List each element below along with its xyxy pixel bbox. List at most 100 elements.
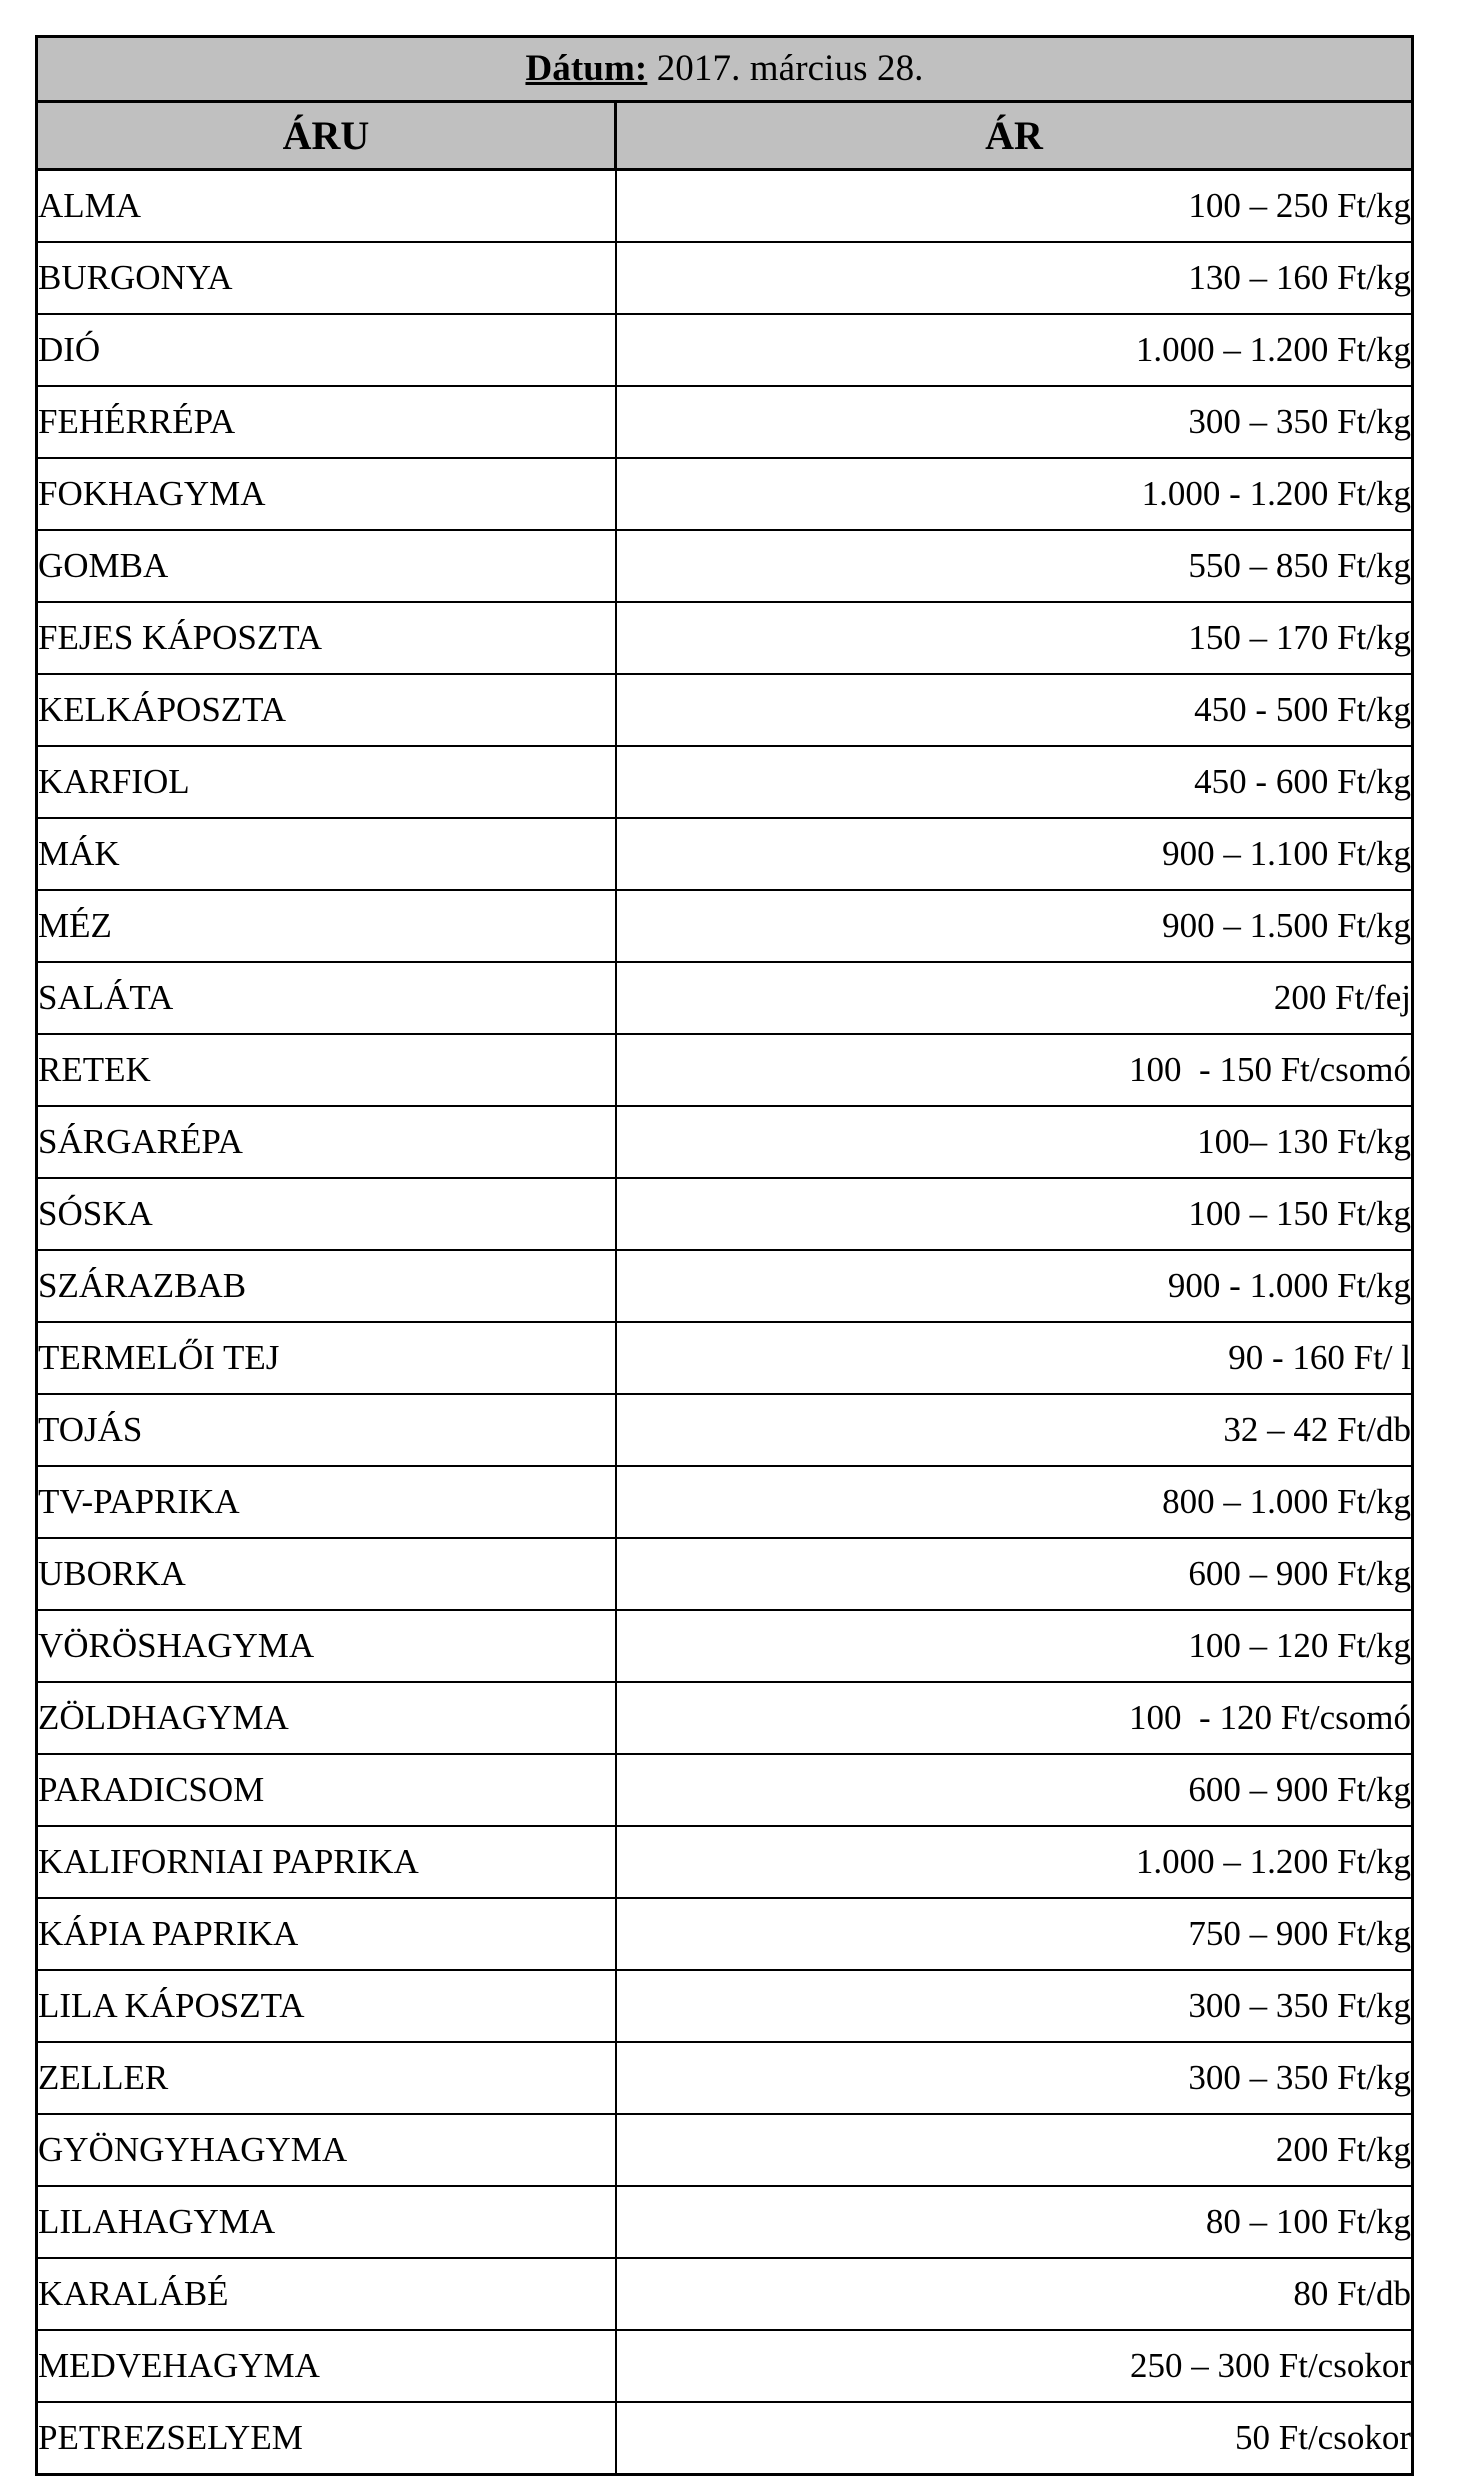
- table-row: ALMA 100 – 250 Ft/kg: [35, 168, 1414, 243]
- goods-cell: ZELLER: [35, 2041, 617, 2115]
- price-cell: 100 - 150 Ft/csomó: [614, 1033, 1414, 1107]
- price-cell: 1.000 – 1.200 Ft/kg: [614, 1825, 1414, 1899]
- price-cell: 130 – 160 Ft/kg: [614, 241, 1414, 315]
- price-cell: 1.000 - 1.200 Ft/kg: [614, 457, 1414, 531]
- price-cell: 250 – 300 Ft/csokor: [614, 2329, 1414, 2403]
- table-row: MEDVEHAGYMA 250 – 300 Ft/csokor: [35, 2329, 1414, 2403]
- goods-cell: MÉZ: [35, 889, 617, 963]
- price-cell: 100 – 120 Ft/kg: [614, 1609, 1414, 1683]
- price-cell: 900 - 1.000 Ft/kg: [614, 1249, 1414, 1323]
- goods-cell: KELKÁPOSZTA: [35, 673, 617, 747]
- goods-cell: TERMELŐI TEJ: [35, 1321, 617, 1395]
- goods-cell: FEJES KÁPOSZTA: [35, 601, 617, 675]
- goods-cell: ALMA: [35, 168, 617, 243]
- goods-cell: VÖRÖSHAGYMA: [35, 1609, 617, 1683]
- column-header-goods: ÁRU: [35, 100, 617, 171]
- table-row: VÖRÖSHAGYMA 100 – 120 Ft/kg: [35, 1609, 1414, 1683]
- goods-cell: ZÖLDHAGYMA: [35, 1681, 617, 1755]
- table-row: KÁPIA PAPRIKA 750 – 900 Ft/kg: [35, 1897, 1414, 1971]
- price-cell: 80 Ft/db: [614, 2257, 1414, 2331]
- table-row: KARALÁBÉ 80 Ft/db: [35, 2257, 1414, 2331]
- table-row: SÓSKA 100 – 150 Ft/kg: [35, 1177, 1414, 1251]
- table-row: LILA KÁPOSZTA 300 – 350 Ft/kg: [35, 1969, 1414, 2043]
- price-cell: 550 – 850 Ft/kg: [614, 529, 1414, 603]
- price-cell: 1.000 – 1.200 Ft/kg: [614, 313, 1414, 387]
- price-cell: 200 Ft/kg: [614, 2113, 1414, 2187]
- goods-cell: FEHÉRRÉPA: [35, 385, 617, 459]
- goods-cell: FOKHAGYMA: [35, 457, 617, 531]
- price-cell: 150 – 170 Ft/kg: [614, 601, 1414, 675]
- goods-cell: KALIFORNIAI PAPRIKA: [35, 1825, 617, 1899]
- goods-cell: TV-PAPRIKA: [35, 1465, 617, 1539]
- price-cell: 450 - 600 Ft/kg: [614, 745, 1414, 819]
- table-row: PETREZSELYEM 50 Ft/csokor: [35, 2401, 1414, 2476]
- table-row: TV-PAPRIKA 800 – 1.000 Ft/kg: [35, 1465, 1414, 1539]
- goods-cell: BURGONYA: [35, 241, 617, 315]
- table-body: ALMA 100 – 250 Ft/kg BURGONYA 130 – 160 Ft/…: [35, 168, 1414, 2476]
- table-row: PARADICSOM 600 – 900 Ft/kg: [35, 1753, 1414, 1827]
- table-row: RETEK 100 - 150 Ft/csomó: [35, 1033, 1414, 1107]
- price-cell: 900 – 1.500 Ft/kg: [614, 889, 1414, 963]
- table-row: GOMBA 550 – 850 Ft/kg: [35, 529, 1414, 603]
- table-row: BURGONYA 130 – 160 Ft/kg: [35, 241, 1414, 315]
- goods-cell: SÁRGARÉPA: [35, 1105, 617, 1179]
- price-cell: 800 – 1.000 Ft/kg: [614, 1465, 1414, 1539]
- price-cell: 90 - 160 Ft/ l: [614, 1321, 1414, 1395]
- goods-cell: MÁK: [35, 817, 617, 891]
- table-row: KALIFORNIAI PAPRIKA 1.000 – 1.200 Ft/kg: [35, 1825, 1414, 1899]
- date-row: Dátum: 2017. március 28.: [35, 35, 1414, 103]
- goods-cell: PETREZSELYEM: [35, 2401, 617, 2476]
- column-header-row: ÁRU ÁR: [35, 100, 1414, 171]
- price-cell: 32 – 42 Ft/db: [614, 1393, 1414, 1467]
- price-cell: 100– 130 Ft/kg: [614, 1105, 1414, 1179]
- price-cell: 300 – 350 Ft/kg: [614, 1969, 1414, 2043]
- table-row: MÁK 900 – 1.100 Ft/kg: [35, 817, 1414, 891]
- price-cell: 300 – 350 Ft/kg: [614, 2041, 1414, 2115]
- table-row: FEJES KÁPOSZTA 150 – 170 Ft/kg: [35, 601, 1414, 675]
- goods-cell: LILAHAGYMA: [35, 2185, 617, 2259]
- table-row: ZELLER 300 – 350 Ft/kg: [35, 2041, 1414, 2115]
- table-row: DIÓ 1.000 – 1.200 Ft/kg: [35, 313, 1414, 387]
- price-cell: 750 – 900 Ft/kg: [614, 1897, 1414, 1971]
- table-header: Dátum: 2017. március 28. ÁRU ÁR: [35, 35, 1414, 171]
- price-cell: 900 – 1.100 Ft/kg: [614, 817, 1414, 891]
- price-cell: 600 – 900 Ft/kg: [614, 1537, 1414, 1611]
- goods-cell: RETEK: [35, 1033, 617, 1107]
- goods-cell: KÁPIA PAPRIKA: [35, 1897, 617, 1971]
- goods-cell: DIÓ: [35, 313, 617, 387]
- price-cell: 50 Ft/csokor: [614, 2401, 1414, 2476]
- goods-cell: LILA KÁPOSZTA: [35, 1969, 617, 2043]
- column-header-price: ÁR: [614, 100, 1414, 171]
- table-row: TOJÁS 32 – 42 Ft/db: [35, 1393, 1414, 1467]
- price-list-table: Dátum: 2017. március 28. ÁRU ÁR ALMA 100 …: [35, 35, 1414, 2476]
- table-row: SÁRGARÉPA 100– 130 Ft/kg: [35, 1105, 1414, 1179]
- goods-cell: SZÁRAZBAB: [35, 1249, 617, 1323]
- goods-cell: MEDVEHAGYMA: [35, 2329, 617, 2403]
- price-cell: 100 - 120 Ft/csomó: [614, 1681, 1414, 1755]
- price-cell: 200 Ft/fej: [614, 961, 1414, 1035]
- table-row: LILAHAGYMA 80 – 100 Ft/kg: [35, 2185, 1414, 2259]
- goods-cell: GYÖNGYHAGYMA: [35, 2113, 617, 2187]
- table-row: KELKÁPOSZTA 450 - 500 Ft/kg: [35, 673, 1414, 747]
- table-row: KARFIOL 450 - 600 Ft/kg: [35, 745, 1414, 819]
- price-cell: 100 – 150 Ft/kg: [614, 1177, 1414, 1251]
- table-row: SZÁRAZBAB 900 - 1.000 Ft/kg: [35, 1249, 1414, 1323]
- price-cell: 80 – 100 Ft/kg: [614, 2185, 1414, 2259]
- table-row: UBORKA 600 – 900 Ft/kg: [35, 1537, 1414, 1611]
- price-cell: 300 – 350 Ft/kg: [614, 385, 1414, 459]
- goods-cell: KARALÁBÉ: [35, 2257, 617, 2331]
- date-cell: Dátum: 2017. március 28.: [35, 35, 1414, 103]
- price-cell: 450 - 500 Ft/kg: [614, 673, 1414, 747]
- table-row: ZÖLDHAGYMA 100 - 120 Ft/csomó: [35, 1681, 1414, 1755]
- table-row: TERMELŐI TEJ 90 - 160 Ft/ l: [35, 1321, 1414, 1395]
- table-row: GYÖNGYHAGYMA 200 Ft/kg: [35, 2113, 1414, 2187]
- goods-cell: UBORKA: [35, 1537, 617, 1611]
- price-cell: 100 – 250 Ft/kg: [614, 168, 1414, 243]
- goods-cell: PARADICSOM: [35, 1753, 617, 1827]
- table-row: FEHÉRRÉPA 300 – 350 Ft/kg: [35, 385, 1414, 459]
- goods-cell: TOJÁS: [35, 1393, 617, 1467]
- goods-cell: KARFIOL: [35, 745, 617, 819]
- goods-cell: SÓSKA: [35, 1177, 617, 1251]
- date-value: 2017. március 28.: [647, 47, 924, 89]
